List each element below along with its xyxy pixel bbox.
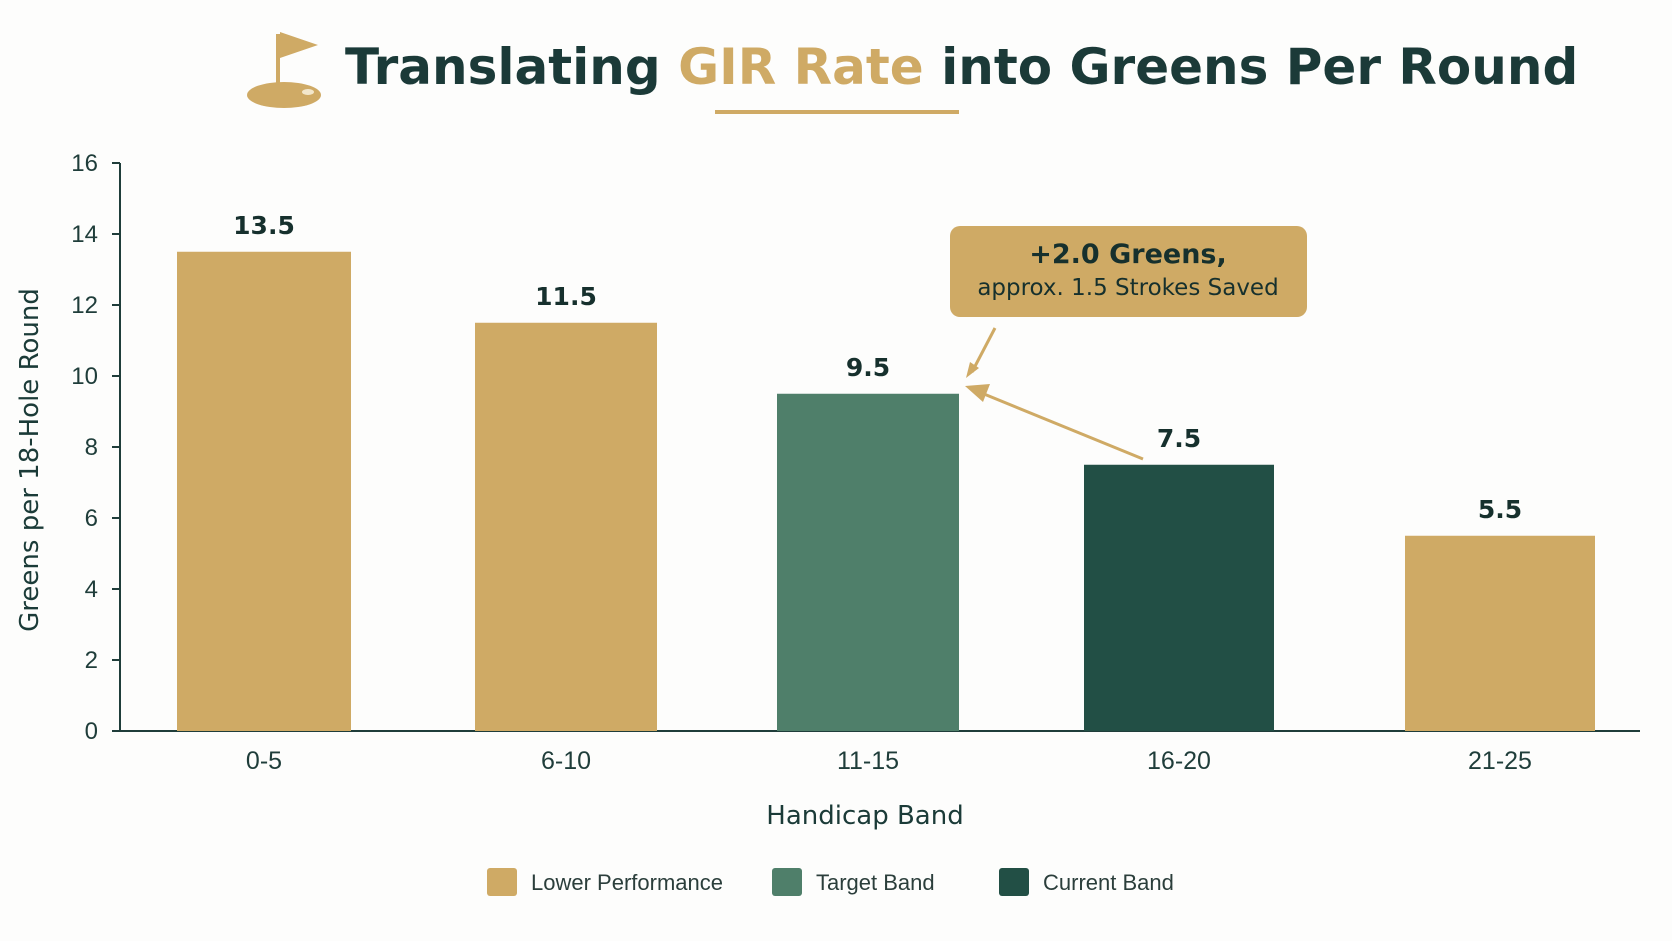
value-label-6-10: 11.5: [535, 282, 597, 311]
value-label-11-15: 9.5: [846, 353, 890, 382]
bar-16-20: [1084, 464, 1274, 731]
x-tick-label-16-20: 16-20: [1147, 747, 1211, 775]
y-tick-label: 8: [85, 434, 98, 461]
callout-pointer: [970, 327, 997, 373]
legend-label-current: Current Band: [1043, 870, 1174, 895]
title-part-3: into Greens Per Round: [924, 38, 1579, 96]
callout-line-1: +2.0 Greens,: [1029, 239, 1227, 270]
y-tick-label: 12: [71, 292, 98, 319]
y-tick-label: 14: [71, 221, 98, 248]
callout-pointer-head: [966, 362, 979, 378]
legend-swatch-lower: [487, 868, 517, 896]
comparison-arrow-head: [965, 384, 990, 402]
bar-6-10: [475, 322, 657, 731]
value-labels: 13.5 11.5 9.5 7.5 5.5: [233, 211, 1522, 524]
x-axis-title: Handicap Band: [766, 801, 963, 831]
y-tick-label: 0: [85, 718, 98, 745]
callout-box: [950, 226, 1307, 317]
bar-11-15: [777, 393, 959, 731]
y-tick-label: 6: [85, 505, 98, 532]
value-label-0-5: 13.5: [233, 211, 295, 240]
title-part-2: GIR Rate: [678, 38, 924, 96]
bar-0-5: [177, 251, 351, 731]
x-tick-labels: 0-5 6-10 11-15 16-20 21-25: [246, 747, 1532, 775]
y-tick-label: 2: [85, 647, 98, 674]
legend: Lower Performance Target Band Current Band: [487, 868, 1174, 896]
y-tick-label: 16: [71, 150, 98, 177]
annotation-callout: +2.0 Greens, approx. 1.5 Strokes Saved: [950, 226, 1307, 378]
legend-swatch-target: [772, 868, 802, 896]
callout-line-2: approx. 1.5 Strokes Saved: [977, 275, 1278, 301]
x-tick-label-0-5: 0-5: [246, 747, 282, 775]
y-ticks: 0 2 4 6 8 10 12 14 16: [71, 150, 120, 745]
chart-title: Translating GIR Rate into Greens Per Rou…: [345, 38, 1578, 96]
x-tick-label-6-10: 6-10: [541, 747, 591, 775]
legend-swatch-current: [999, 868, 1029, 896]
y-axis-title: Greens per 18-Hole Round: [15, 288, 45, 632]
y-tick-label: 4: [85, 576, 98, 603]
bars: [177, 251, 1595, 731]
y-tick-label: 10: [71, 363, 98, 390]
x-tick-label-21-25: 21-25: [1468, 747, 1532, 775]
title-underline: [715, 110, 959, 114]
legend-label-lower: Lower Performance: [531, 870, 723, 895]
value-label-21-25: 5.5: [1478, 495, 1522, 524]
value-label-16-20: 7.5: [1157, 424, 1201, 453]
golf-flag-icon: [247, 32, 321, 108]
x-tick-label-11-15: 11-15: [837, 747, 899, 775]
title-part-1: Translating: [345, 38, 678, 96]
legend-label-target: Target Band: [816, 870, 935, 895]
comparison-arrow: [965, 384, 1144, 461]
bar-21-25: [1405, 535, 1595, 731]
